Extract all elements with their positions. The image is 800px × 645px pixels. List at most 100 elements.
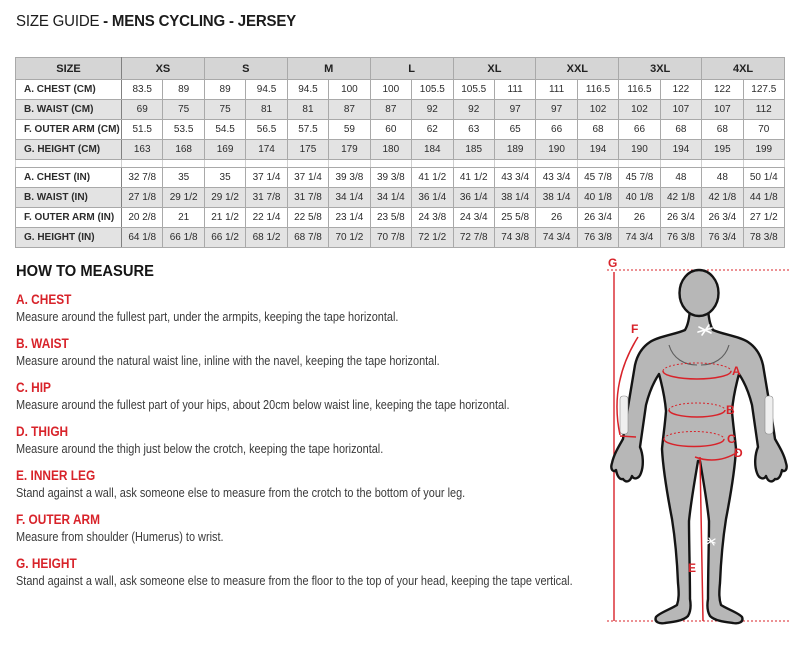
value-cell: 37 1/4 [245, 167, 288, 188]
measure-item-text: Stand against a wall, ask someone else t… [16, 573, 573, 588]
value-cell: 68 [701, 119, 744, 140]
right-forearm-guard [764, 395, 774, 435]
value-cell: 76 3/4 [701, 227, 744, 248]
value-cell: 75 [162, 99, 205, 120]
table-row: A. CHEST (IN) 32 7/8 35 35 37 1/4 37 1/4 39 3/… [15, 167, 786, 188]
value-cell: 44 1/8 [742, 187, 786, 208]
value-cell: 38 1/4 [493, 187, 537, 208]
value-cell: 26 [535, 207, 578, 228]
row-label: A. CHEST (CM) [15, 79, 122, 100]
value-cell: 199 [742, 139, 786, 160]
value-cell: 76 3/8 [576, 227, 620, 248]
value-cell: 45 7/8 [618, 167, 661, 188]
value-cell: 74 3/4 [618, 227, 661, 248]
measure-item-heading: A. CHEST [16, 292, 72, 307]
value-cell: 105.5 [411, 79, 454, 100]
value-cell: 66 [535, 119, 578, 140]
value-cell: 57.5 [286, 119, 330, 140]
value-cell: 69 [120, 99, 164, 120]
size-header-xl: XL [452, 57, 537, 80]
chest-logo-icon [697, 324, 713, 336]
thigh-measure-line [694, 451, 739, 461]
body-diagram: G F A B C D E [607, 256, 789, 625]
value-cell: 36 1/4 [452, 187, 495, 208]
value-cell: 184 [411, 139, 454, 160]
value-cell: 59 [328, 119, 371, 140]
value-cell: 65 [493, 119, 537, 140]
value-cell: 41 1/2 [411, 167, 454, 188]
size-header-4xl: 4XL [701, 57, 785, 80]
value-cell: 37 1/4 [286, 167, 330, 188]
value-cell: 92 [411, 99, 454, 120]
spacer-cell [203, 159, 247, 168]
value-cell: 26 [618, 207, 661, 228]
size-table-body: A. CHEST (CM) 83.5 89 89 94.5 94.5 100 100 105.5… [15, 79, 786, 248]
value-cell: 122 [701, 79, 744, 100]
value-cell: 127.5 [742, 79, 786, 100]
value-cell: 66 [618, 119, 661, 140]
value-cell: 27 1/8 [120, 187, 164, 208]
measure-item: C. HIP Measure around the fullest part of… [16, 380, 626, 412]
hip-measure-line-back [663, 431, 725, 440]
value-cell: 78 3/8 [742, 227, 786, 248]
value-cell: 51.5 [120, 119, 164, 140]
size-table-corner: SIZE [15, 57, 122, 80]
value-cell: 39 3/8 [369, 167, 413, 188]
value-cell: 66 1/2 [203, 227, 247, 248]
row-label: G. HEIGHT (CM) [15, 139, 122, 160]
value-cell: 102 [618, 99, 661, 120]
value-cell: 40 1/8 [576, 187, 620, 208]
value-cell: 31 7/8 [245, 187, 288, 208]
label-c: C [727, 432, 736, 446]
spacer-cell [120, 159, 164, 168]
measure-item-text: Stand against a wall, ask someone else t… [16, 485, 466, 500]
value-cell: 26 3/4 [576, 207, 620, 228]
value-cell: 111 [535, 79, 578, 100]
value-cell: 174 [245, 139, 288, 160]
value-cell: 94.5 [286, 79, 330, 100]
label-e: E [688, 561, 696, 575]
value-cell: 100 [369, 79, 413, 100]
value-cell: 23 5/8 [369, 207, 413, 228]
label-d: D [734, 446, 743, 460]
spacer-cell [576, 159, 620, 168]
value-cell: 66 1/8 [162, 227, 205, 248]
spacer-cell [245, 159, 288, 168]
value-cell: 29 1/2 [162, 187, 205, 208]
row-label: G. HEIGHT (IN) [15, 227, 122, 248]
value-cell: 105.5 [452, 79, 495, 100]
size-header-m: M [286, 57, 371, 80]
measure-item: D. THIGH Measure around the thigh just be… [16, 424, 626, 456]
value-cell: 76 3/8 [659, 227, 703, 248]
shin-logo-icon [706, 537, 716, 546]
measure-item-heading: D. THIGH [16, 424, 69, 439]
value-cell: 70 [742, 119, 786, 140]
how-to-measure-heading: HOW TO MEASURE [16, 263, 154, 280]
value-cell: 89 [203, 79, 247, 100]
value-cell: 20 2/8 [120, 207, 164, 228]
value-cell: 45 7/8 [576, 167, 620, 188]
value-cell: 168 [162, 139, 205, 160]
measure-item: E. INNER LEG Stand against a wall, ask so… [16, 468, 626, 500]
chest-measure-line-back [662, 362, 732, 372]
value-cell: 94.5 [245, 79, 288, 100]
size-header-l: L [369, 57, 454, 80]
value-cell: 70 1/2 [328, 227, 371, 248]
size-table-header-row: SIZE XS S M L XL XXL 3XL 4XL [15, 57, 785, 80]
value-cell: 116.5 [576, 79, 620, 100]
size-header-s: S [203, 57, 288, 80]
label-b: B [726, 403, 735, 417]
spacer-cell [493, 159, 537, 168]
spacer-cell [618, 159, 661, 168]
value-cell: 195 [701, 139, 744, 160]
table-row: B. WAIST (IN) 27 1/8 29 1/2 29 1/2 31 7/8 31 … [15, 187, 786, 208]
value-cell: 72 1/2 [411, 227, 454, 248]
value-cell: 100 [328, 79, 371, 100]
left-forearm-guard [619, 395, 629, 435]
value-cell: 64 1/8 [120, 227, 164, 248]
value-cell: 89 [162, 79, 205, 100]
measure-item-text: Measure from shoulder (Humerus) to wrist… [16, 529, 224, 544]
page-title-bold: - MENS CYCLING - JERSEY [103, 13, 297, 30]
value-cell: 22 1/4 [245, 207, 288, 228]
value-cell: 23 1/4 [328, 207, 371, 228]
